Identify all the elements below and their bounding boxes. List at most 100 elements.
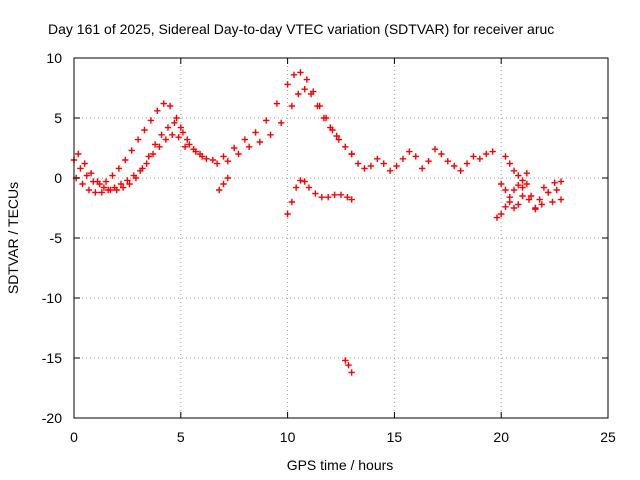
data-point xyxy=(263,117,270,124)
data-point xyxy=(523,170,531,177)
data-point xyxy=(87,170,95,177)
data-point xyxy=(463,160,471,167)
data-point xyxy=(314,102,321,110)
x-tick-label: 5 xyxy=(177,429,185,445)
data-point xyxy=(126,180,133,188)
data-point xyxy=(538,201,545,208)
data-point xyxy=(154,107,161,114)
data-point xyxy=(367,162,375,170)
data-point xyxy=(335,136,343,143)
data-point xyxy=(523,180,531,188)
data-point xyxy=(305,184,313,191)
data-point xyxy=(348,150,355,158)
data-point xyxy=(220,153,227,160)
data-point xyxy=(175,134,182,141)
data-point xyxy=(498,180,505,188)
data-point xyxy=(532,206,539,213)
x-tick-label: 20 xyxy=(493,429,509,445)
y-tick-label: -5 xyxy=(50,230,63,246)
data-point xyxy=(451,162,458,170)
data-point xyxy=(515,201,522,208)
data-point xyxy=(216,186,223,194)
data-point xyxy=(98,189,105,196)
data-point xyxy=(209,156,217,164)
data-point xyxy=(190,146,197,153)
data-point xyxy=(277,119,285,126)
data-point xyxy=(164,124,172,131)
data-point xyxy=(267,131,274,138)
data-point xyxy=(333,132,340,140)
data-point xyxy=(224,174,231,182)
data-point xyxy=(231,144,238,152)
gridlines xyxy=(74,58,608,418)
data-point xyxy=(301,86,308,93)
series-track-9 xyxy=(493,179,565,221)
data-point xyxy=(502,153,509,160)
data-point xyxy=(380,160,387,167)
data-point xyxy=(79,180,86,188)
data-point xyxy=(252,129,259,136)
data-point xyxy=(536,196,543,203)
data-point xyxy=(256,138,264,146)
data-point xyxy=(519,177,526,184)
x-axis-ticks: 0 5 10 15 20 25 xyxy=(70,58,616,445)
data-point xyxy=(297,69,304,76)
data-point xyxy=(119,184,127,191)
data-point xyxy=(544,189,552,196)
y-tick-label: 10 xyxy=(46,50,62,66)
data-point xyxy=(290,71,298,78)
data-point xyxy=(425,158,432,165)
data-point xyxy=(342,357,349,364)
data-point xyxy=(235,150,242,158)
data-point xyxy=(85,186,93,194)
data-point xyxy=(220,180,227,188)
data-point xyxy=(241,136,249,143)
data-point xyxy=(111,184,118,191)
data-point xyxy=(331,191,338,198)
series-track-1 xyxy=(70,69,355,188)
data-point xyxy=(342,143,349,150)
x-axis-label: GPS time / hours xyxy=(287,457,394,473)
data-point xyxy=(162,136,170,143)
data-point xyxy=(117,180,125,188)
data-point xyxy=(115,165,123,172)
series-track-2 xyxy=(75,86,340,194)
data-point xyxy=(489,148,496,155)
data-point xyxy=(457,167,464,174)
data-point xyxy=(502,203,509,210)
data-point xyxy=(412,153,419,160)
data-point xyxy=(284,210,291,218)
x-tick-label: 15 xyxy=(387,429,403,445)
y-tick-label: 5 xyxy=(54,110,62,126)
data-point xyxy=(557,178,565,185)
data-point xyxy=(327,124,334,131)
data-point xyxy=(81,160,88,167)
x-tick-label: 0 xyxy=(70,429,78,445)
data-point xyxy=(288,102,296,110)
series-track-6 xyxy=(342,357,355,376)
data-point xyxy=(510,167,518,174)
data-point xyxy=(318,194,325,201)
y-tick-label: -15 xyxy=(42,350,62,366)
data-point xyxy=(320,114,328,122)
data-point xyxy=(406,148,413,155)
data-point xyxy=(553,186,560,194)
data-point xyxy=(301,178,308,185)
data-point xyxy=(196,150,204,158)
data-point xyxy=(158,131,165,138)
data-point xyxy=(186,141,193,148)
data-point xyxy=(284,81,291,88)
data-point xyxy=(102,178,110,185)
data-point xyxy=(292,184,300,191)
data-point xyxy=(149,150,157,158)
data-point xyxy=(498,210,505,218)
data-point xyxy=(510,186,518,194)
data-point xyxy=(551,179,558,186)
data-point xyxy=(297,177,304,184)
data-point xyxy=(130,172,138,179)
data-point xyxy=(307,90,315,98)
data-point xyxy=(100,184,108,191)
data-point xyxy=(418,165,426,172)
data-point xyxy=(324,194,332,201)
